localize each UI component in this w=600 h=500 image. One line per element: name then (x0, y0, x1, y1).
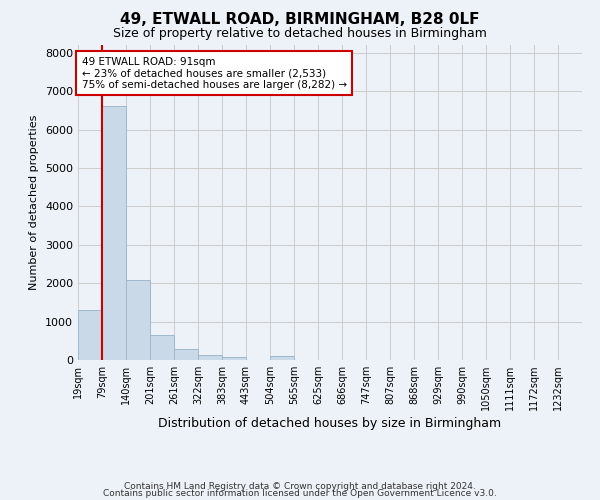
Bar (222, 356, 246, 360)
Text: Size of property relative to detached houses in Birmingham: Size of property relative to detached ho… (113, 28, 487, 40)
Bar (102, 106, 126, 360)
Bar (198, 354, 222, 360)
Bar (126, 280, 150, 360)
Bar (150, 335, 174, 360)
Y-axis label: Number of detached properties: Number of detached properties (29, 115, 40, 290)
Bar (270, 356, 294, 360)
Text: Contains HM Land Registry data © Crown copyright and database right 2024.: Contains HM Land Registry data © Crown c… (124, 482, 476, 491)
Text: Contains public sector information licensed under the Open Government Licence v3: Contains public sector information licen… (103, 490, 497, 498)
X-axis label: Distribution of detached houses by size in Birmingham: Distribution of detached houses by size … (158, 418, 502, 430)
Text: 49 ETWALL ROAD: 91sqm
← 23% of detached houses are smaller (2,533)
75% of semi-d: 49 ETWALL ROAD: 91sqm ← 23% of detached … (82, 56, 347, 90)
Bar (78, 310, 102, 360)
Text: 49, ETWALL ROAD, BIRMINGHAM, B28 0LF: 49, ETWALL ROAD, BIRMINGHAM, B28 0LF (120, 12, 480, 28)
Bar (174, 349, 198, 360)
